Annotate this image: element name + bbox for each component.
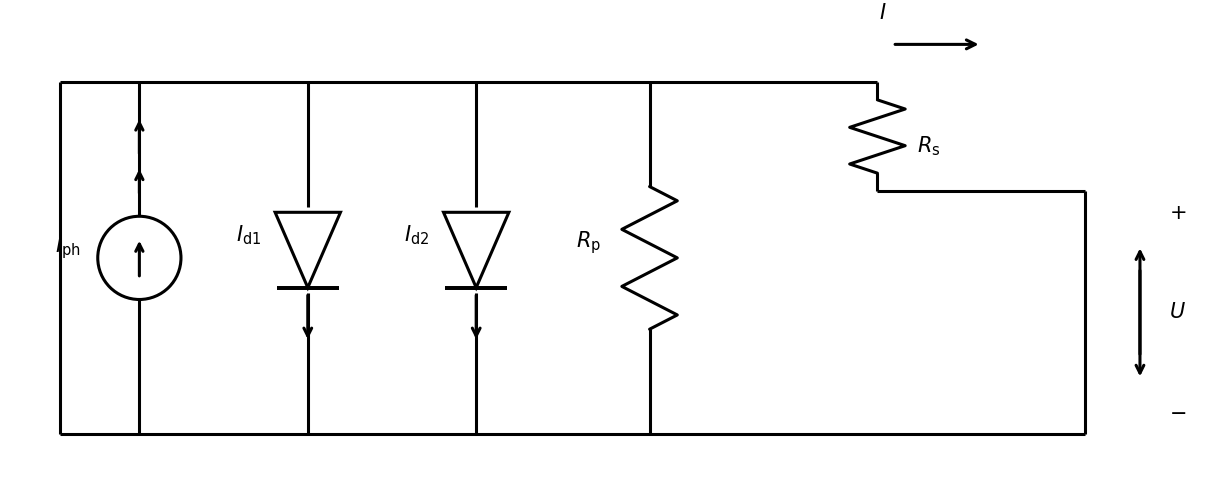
- Text: $I_\mathrm{d2}$: $I_\mathrm{d2}$: [405, 223, 429, 247]
- Text: $I$: $I$: [878, 3, 887, 23]
- Text: $U$: $U$: [1169, 302, 1186, 322]
- Text: $R_\mathrm{p}$: $R_\mathrm{p}$: [576, 229, 600, 256]
- Text: $+$: $+$: [1169, 203, 1186, 223]
- Text: $I_\mathrm{d1}$: $I_\mathrm{d1}$: [236, 223, 261, 247]
- Text: $-$: $-$: [1169, 402, 1186, 422]
- Text: $I_\mathrm{ph}$: $I_\mathrm{ph}$: [56, 235, 81, 262]
- Text: $R_\mathrm{s}$: $R_\mathrm{s}$: [917, 135, 941, 158]
